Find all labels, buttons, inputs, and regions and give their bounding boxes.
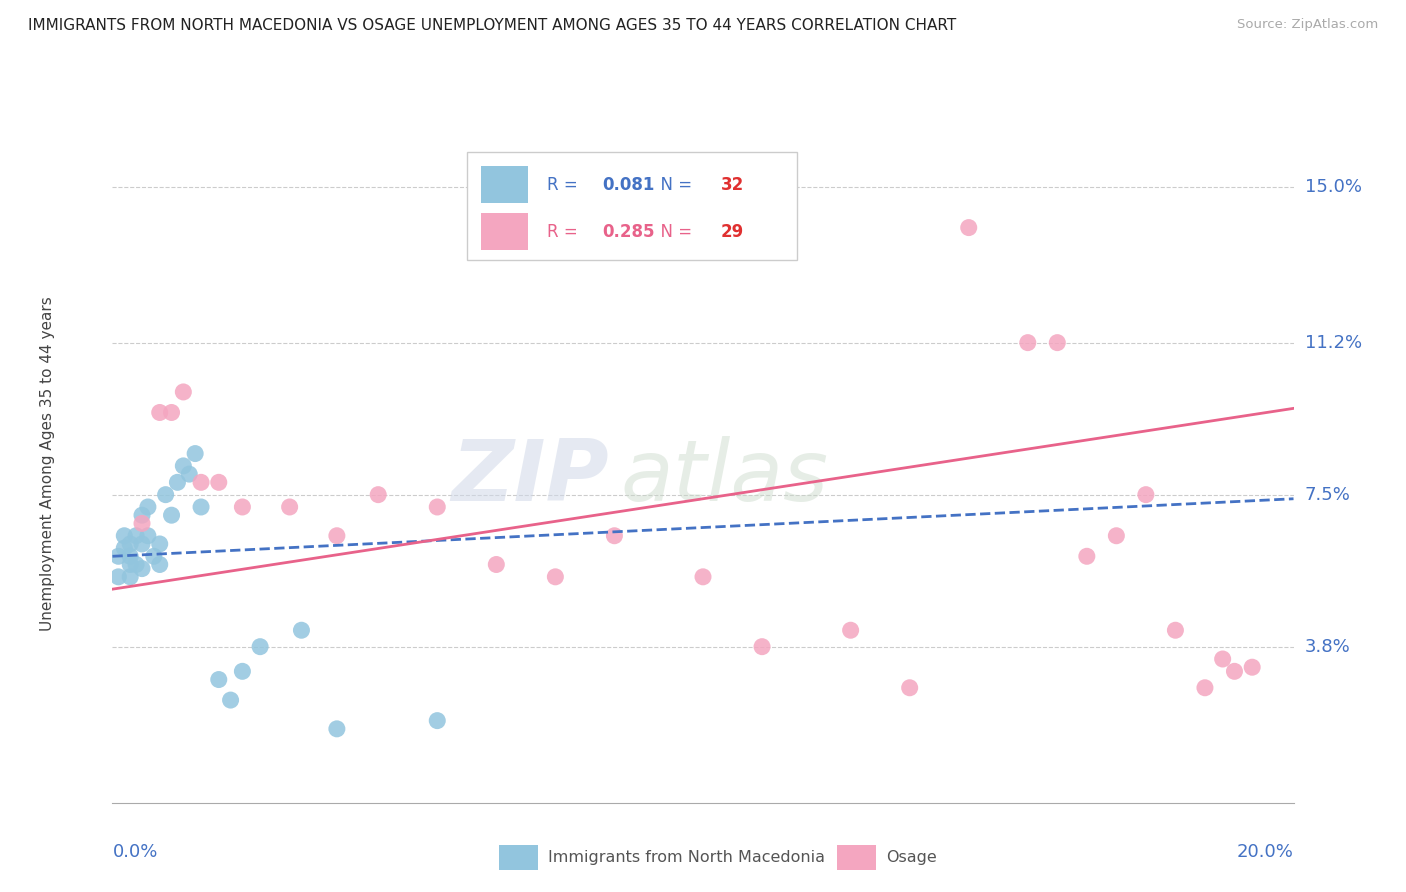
- Point: [1164, 624, 1187, 638]
- Point: [149, 405, 172, 419]
- Point: [172, 458, 194, 473]
- Point: [160, 508, 183, 523]
- Point: [751, 640, 773, 654]
- Text: 0.0%: 0.0%: [112, 844, 157, 862]
- Point: [1105, 529, 1128, 543]
- Point: [131, 537, 153, 551]
- Point: [367, 488, 389, 502]
- Point: [136, 529, 159, 543]
- Point: [278, 500, 301, 514]
- Text: N =: N =: [650, 223, 697, 241]
- Point: [190, 500, 212, 514]
- Text: R =: R =: [547, 176, 583, 194]
- Point: [120, 549, 142, 564]
- Point: [131, 516, 153, 531]
- Point: [179, 467, 201, 482]
- Point: [1223, 665, 1246, 679]
- Point: [107, 549, 129, 564]
- Point: [1135, 488, 1157, 502]
- Point: [112, 529, 135, 543]
- Text: 0.081: 0.081: [603, 176, 655, 194]
- Point: [249, 640, 271, 654]
- Text: 29: 29: [721, 223, 744, 241]
- Point: [125, 558, 148, 572]
- Text: atlas: atlas: [620, 436, 828, 519]
- Point: [136, 500, 159, 514]
- Point: [166, 475, 188, 490]
- Point: [839, 624, 862, 638]
- Point: [125, 529, 148, 543]
- Point: [426, 714, 449, 728]
- Point: [544, 570, 567, 584]
- Text: 11.2%: 11.2%: [1305, 334, 1362, 351]
- Point: [1046, 335, 1069, 350]
- Bar: [481, 213, 529, 251]
- Point: [131, 508, 153, 523]
- Text: Osage: Osage: [886, 850, 936, 864]
- Text: ZIP: ZIP: [451, 436, 609, 519]
- Text: IMMIGRANTS FROM NORTH MACEDONIA VS OSAGE UNEMPLOYMENT AMONG AGES 35 TO 44 YEARS : IMMIGRANTS FROM NORTH MACEDONIA VS OSAGE…: [28, 18, 956, 33]
- Point: [898, 681, 921, 695]
- Point: [112, 541, 135, 555]
- Point: [219, 693, 242, 707]
- Text: 20.0%: 20.0%: [1237, 844, 1294, 862]
- Text: R =: R =: [547, 223, 583, 241]
- Point: [172, 384, 194, 399]
- Text: N =: N =: [650, 176, 697, 194]
- Point: [1212, 652, 1234, 666]
- Point: [426, 500, 449, 514]
- Point: [190, 475, 212, 490]
- Point: [120, 570, 142, 584]
- Text: Unemployment Among Ages 35 to 44 years: Unemployment Among Ages 35 to 44 years: [39, 296, 55, 632]
- Point: [149, 558, 172, 572]
- Point: [160, 405, 183, 419]
- Point: [1076, 549, 1098, 564]
- Point: [149, 537, 172, 551]
- Text: 32: 32: [721, 176, 744, 194]
- Point: [231, 665, 253, 679]
- Point: [208, 673, 231, 687]
- Text: 3.8%: 3.8%: [1305, 638, 1350, 656]
- Point: [155, 488, 177, 502]
- Text: 7.5%: 7.5%: [1305, 485, 1351, 504]
- Point: [290, 624, 312, 638]
- Point: [120, 537, 142, 551]
- Point: [231, 500, 253, 514]
- Point: [603, 529, 626, 543]
- Point: [692, 570, 714, 584]
- Point: [957, 220, 980, 235]
- Point: [1241, 660, 1264, 674]
- Point: [1194, 681, 1216, 695]
- Point: [107, 570, 129, 584]
- Point: [326, 722, 349, 736]
- Point: [184, 446, 207, 460]
- Text: Source: ZipAtlas.com: Source: ZipAtlas.com: [1237, 18, 1378, 31]
- Text: 0.285: 0.285: [603, 223, 655, 241]
- Point: [120, 558, 142, 572]
- Point: [326, 529, 349, 543]
- Point: [485, 558, 508, 572]
- Text: Immigrants from North Macedonia: Immigrants from North Macedonia: [548, 850, 825, 864]
- Point: [208, 475, 231, 490]
- Bar: [481, 166, 529, 202]
- Text: 15.0%: 15.0%: [1305, 178, 1361, 195]
- Point: [142, 549, 165, 564]
- Point: [131, 561, 153, 575]
- Point: [1017, 335, 1039, 350]
